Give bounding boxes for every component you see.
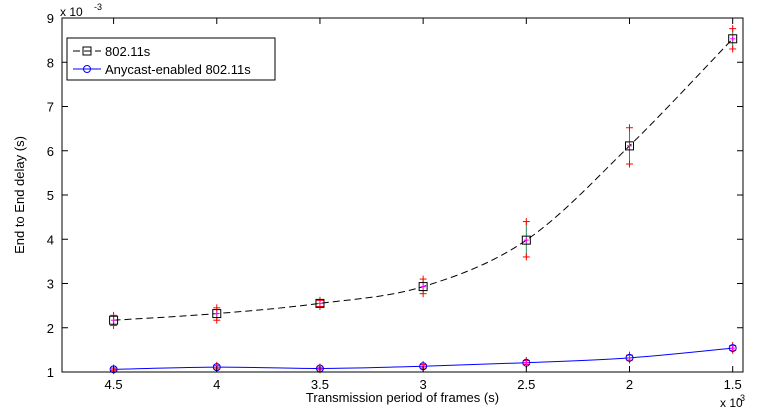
legend-label-anycast: Anycast-enabled 802.11s [105,62,251,77]
x-exponent: x 10 -3 [720,393,745,410]
data-point [625,353,634,362]
data-point [315,298,325,308]
legend-label-802-11s: 802.11s [105,44,151,59]
x-tick-label: 4 [213,377,220,392]
y-tick-label: 4 [47,232,54,247]
data-point [109,315,119,325]
x-tick-label: 2 [626,377,633,392]
legend-box [66,37,276,81]
series-802-11s [109,25,738,330]
y-exponent-base: x 10 [60,5,83,19]
x-axis-label: Transmission period of frames (s) [306,390,499,405]
axes-layer: 1 2 3 4 5 6 7 8 9 4.5 4 3.5 3 2.5 2 1.5 [47,11,744,392]
x-exponent-power: -3 [737,393,745,403]
data-point [109,365,118,374]
y-tick-label: 1 [47,365,54,380]
legend: 802.11s Anycast-enabled 802.11s [66,37,276,81]
y-tick-label: 8 [47,55,54,70]
x-tick-label: 3 [420,377,427,392]
x-tick-label: 1.5 [724,377,742,392]
y-exponent: x 10 -3 [60,2,102,19]
x-exponent-base: x 10 [720,396,743,410]
legend-marker-anycast [83,65,91,73]
data-point [418,282,428,292]
y-tick-label: 6 [47,144,54,159]
data-point [212,309,222,319]
y-tick-label: 2 [47,321,54,336]
x-tick-label: 2.5 [517,377,535,392]
y-exponent-power: -3 [94,2,102,12]
y-tick-label: 9 [47,11,54,26]
y-tick-label: 5 [47,188,54,203]
y-axis-label: End to End delay (s) [12,136,27,254]
x-tick-label: 3.5 [311,377,329,392]
data-point [728,34,738,44]
data-point [521,235,531,245]
x-tick-label: 4.5 [105,377,123,392]
data-point [625,141,634,151]
y-tick-label: 3 [47,277,54,292]
y-tick-label: 7 [47,100,54,115]
data-point [728,344,737,353]
legend-marker-802-11s [82,46,92,56]
